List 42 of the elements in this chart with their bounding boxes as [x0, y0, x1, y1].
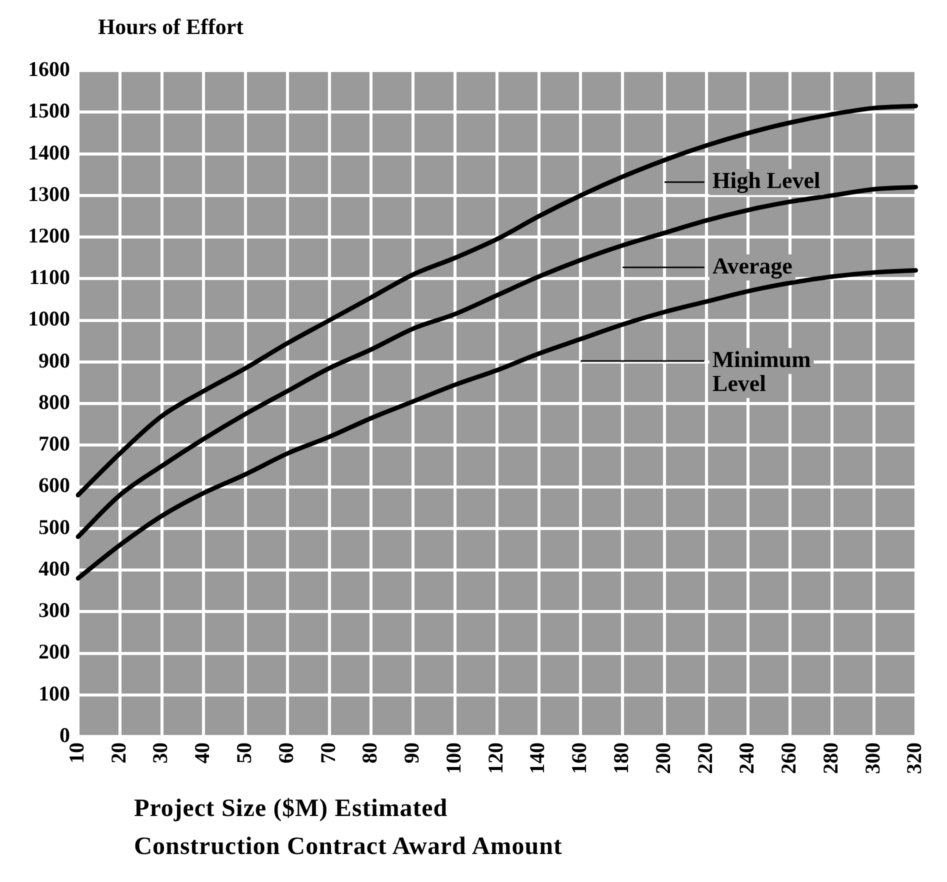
y-tick-label: 1100	[29, 265, 70, 290]
y-tick-label: 1200	[28, 223, 70, 248]
x-tick-label: 180	[608, 742, 633, 774]
y-tick-label: 500	[38, 514, 70, 539]
y-tick-label: 1500	[28, 98, 70, 123]
x-tick-label: 200	[650, 742, 675, 774]
x-tick-label: 320	[902, 742, 926, 774]
y-tick-label: 1300	[28, 182, 70, 206]
x-tick-label: 80	[358, 742, 382, 764]
x-tick-label: 30	[148, 742, 172, 764]
x-tick-label: 160	[567, 742, 592, 774]
x-tick-label: 140	[525, 742, 550, 774]
y-tick-label: 1600	[28, 57, 70, 82]
legend-label: High Level	[712, 168, 820, 194]
y-tick-label: 600	[38, 473, 70, 498]
x-tick-label: 120	[483, 742, 508, 774]
x-axis-title: Project Size ($M) Estimated Construction Contract Award Amount	[134, 794, 564, 862]
x-tick-label: 40	[190, 742, 214, 764]
y-tick-label: 200	[38, 640, 70, 664]
x-tick-label: 220	[692, 742, 717, 774]
y-tick-label: 300	[38, 598, 70, 622]
x-tick-label: 300	[860, 742, 884, 774]
x-tick-label: 60	[274, 742, 298, 764]
line-series	[76, 104, 918, 498]
x-tick-label: 280	[818, 742, 842, 774]
y-tick-label: 1400	[28, 140, 70, 164]
x-tick-label: 260	[776, 742, 801, 774]
y-tick-label: 800	[38, 390, 70, 414]
x-tick-label: 20	[106, 742, 130, 764]
y-tick-label: 400	[38, 556, 70, 580]
legend-label: Average	[712, 253, 792, 280]
series-label: Minimum Level	[712, 346, 811, 396]
y-tick-label: 1000	[28, 306, 70, 331]
y-tick-label: 900	[38, 348, 70, 372]
y-axis-title: Hours of Effort	[98, 14, 244, 40]
y-tick-label: 700	[38, 432, 70, 456]
x-tick-label: 90	[400, 742, 424, 764]
x-tick-label: 240	[734, 742, 759, 774]
x-tick-label: 100	[441, 742, 466, 774]
y-tick-label: 100	[38, 681, 70, 706]
x-tick-label: 50	[232, 742, 256, 764]
x-tick-label: 70	[316, 742, 340, 764]
